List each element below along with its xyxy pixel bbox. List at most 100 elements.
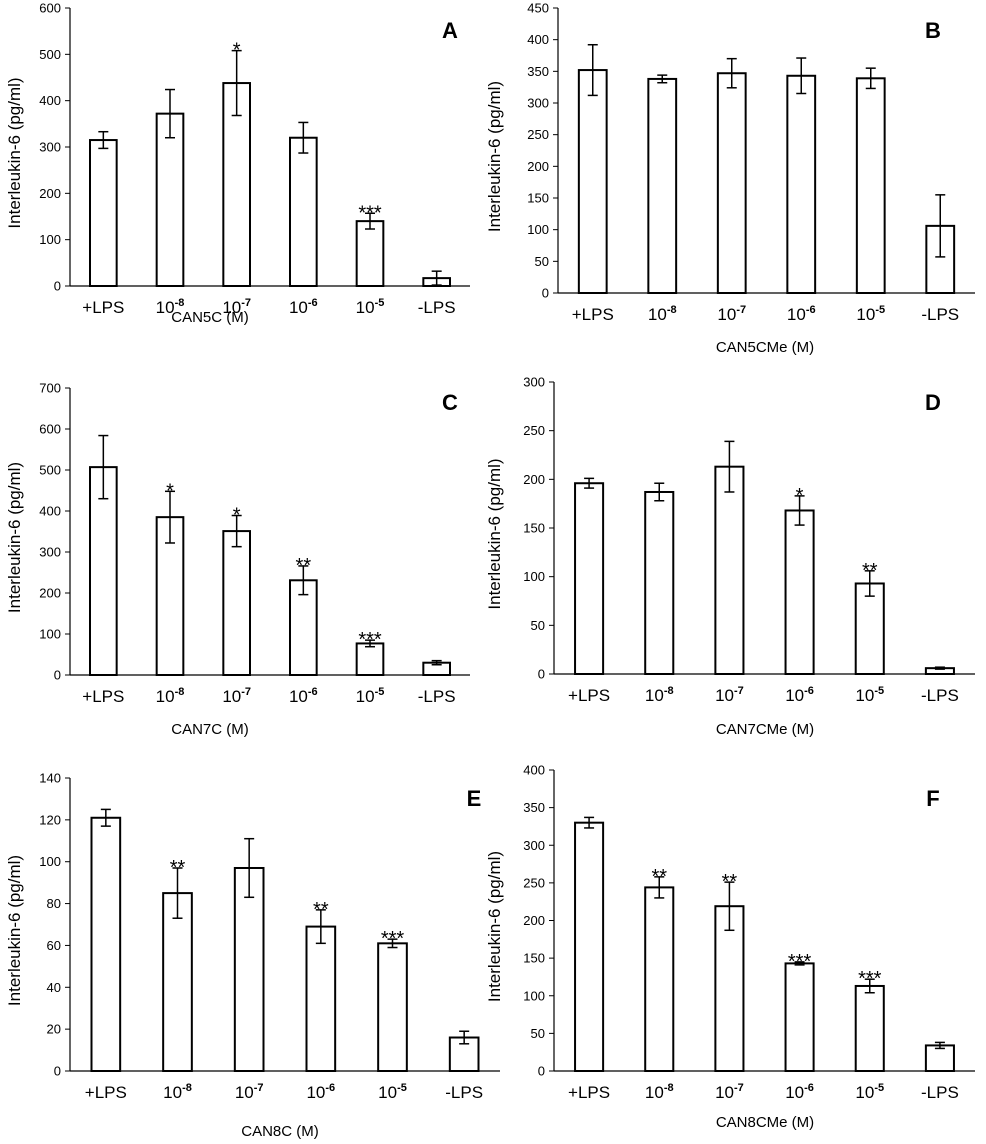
y-axis-label: Interleukin-6 (pg/ml): [5, 855, 24, 1006]
bar: [89, 466, 118, 676]
bar: [155, 112, 185, 287]
x-tick-label: 10-6: [785, 1082, 814, 1102]
y-tick-label: 100: [527, 222, 549, 237]
x-tick-label: 10-6: [787, 304, 816, 324]
x-tick-label: 10-5: [356, 297, 385, 317]
x-axis-label: CAN7CMe (M): [716, 721, 814, 738]
y-tick-label: 100: [39, 854, 61, 869]
y-tick-label: 140: [39, 771, 61, 786]
y-tick-label: 700: [39, 381, 61, 396]
x-tick-label-base: 10: [222, 687, 241, 706]
x-tick-label: +LPS: [568, 686, 610, 705]
bar: [786, 74, 817, 295]
bar: [377, 942, 408, 1072]
x-tick-label: +LPS: [572, 305, 614, 324]
x-tick-label: 10-8: [645, 1082, 674, 1102]
significance-marker: **: [296, 555, 312, 577]
y-tick-label: 600: [39, 1, 61, 16]
x-tick-label: 10-5: [855, 685, 884, 705]
panel-letter: A: [442, 18, 458, 43]
x-tick-label-base: 10: [715, 1083, 734, 1102]
x-tick-label: -LPS: [418, 687, 456, 706]
x-tick-label-exponent: -8: [182, 1082, 192, 1094]
bar: [924, 1044, 955, 1073]
x-tick-label-base: 10: [855, 1083, 874, 1102]
x-tick-label-base: 10: [356, 298, 375, 317]
x-tick-label-base: +LPS: [572, 305, 614, 324]
x-tick-label-base: -LPS: [921, 686, 959, 705]
bar: [854, 984, 885, 1073]
x-tick-label: 10-7: [717, 304, 746, 324]
x-tick-label-exponent: -7: [734, 1082, 744, 1094]
x-tick-label: 10-8: [163, 1082, 192, 1102]
x-tick-label: 10-6: [289, 686, 318, 706]
x-tick-label: 10-6: [785, 685, 814, 705]
bar: [647, 77, 678, 294]
x-tick-label: -LPS: [921, 1083, 959, 1102]
x-tick-label: 10-5: [856, 304, 885, 324]
x-tick-label-exponent: -7: [736, 304, 746, 316]
bar: [714, 905, 745, 1073]
y-tick-label: 80: [47, 896, 61, 911]
y-tick-label: 40: [47, 980, 61, 995]
x-tick-label-exponent: -6: [806, 304, 816, 316]
x-tick-label-exponent: -6: [308, 297, 318, 309]
x-tick-label-exponent: -5: [375, 297, 385, 309]
panel-f: 050100150200250300350400+LPS**10-8**10-7…: [485, 763, 975, 1131]
x-tick-label-base: +LPS: [82, 298, 124, 317]
x-tick-label: 10-8: [648, 304, 677, 324]
x-tick-label: +LPS: [82, 687, 124, 706]
x-tick-label-base: -LPS: [445, 1083, 483, 1102]
panel-letter: F: [926, 786, 939, 811]
x-tick-label: 10-8: [156, 686, 185, 706]
x-tick-label-exponent: -5: [375, 686, 385, 698]
x-tick-label: 10-5: [855, 1082, 884, 1102]
y-tick-label: 0: [538, 667, 545, 682]
x-tick-label-exponent: -8: [175, 297, 185, 309]
x-tick-label: +LPS: [82, 298, 124, 317]
y-tick-label: 150: [523, 951, 545, 966]
x-tick-label: +LPS: [568, 1083, 610, 1102]
y-tick-label: 300: [523, 375, 545, 390]
x-axis-label: CAN5CMe (M): [716, 339, 814, 356]
significance-marker: **: [313, 899, 329, 921]
y-tick-label: 400: [39, 93, 61, 108]
x-tick-label-exponent: -6: [325, 1082, 335, 1094]
y-tick-label: 400: [527, 32, 549, 47]
bar: [854, 582, 885, 675]
x-tick-label-exponent: -7: [241, 686, 251, 698]
bar: [574, 482, 605, 675]
bar: [90, 816, 122, 1072]
x-tick-label-base: +LPS: [85, 1083, 127, 1102]
x-tick-label-base: -LPS: [418, 687, 456, 706]
y-axis-label: Interleukin-6 (pg/ml): [5, 77, 24, 228]
x-tick-label-base: 10: [306, 1083, 325, 1102]
y-tick-label: 200: [527, 159, 549, 174]
y-tick-label: 120: [39, 812, 61, 827]
panel-c: 0100200300400500600700+LPS*10-8*10-7**10…: [5, 381, 470, 738]
x-tick-label: 10-7: [222, 686, 251, 706]
x-tick-label-base: 10: [289, 687, 308, 706]
x-tick-label-base: 10: [645, 1083, 664, 1102]
y-tick-label: 250: [527, 127, 549, 142]
y-tick-label: 450: [527, 1, 549, 16]
x-tick-label-exponent: -6: [804, 1082, 814, 1094]
bar: [233, 866, 265, 1072]
x-tick-label: -LPS: [921, 686, 959, 705]
y-tick-label: 500: [39, 47, 61, 62]
x-tick-label-exponent: -6: [308, 686, 318, 698]
x-tick-label-exponent: -7: [254, 1082, 264, 1094]
x-tick-label-base: 10: [856, 305, 875, 324]
x-tick-label-base: 10: [785, 1083, 804, 1102]
significance-marker: *: [166, 480, 174, 502]
bar: [784, 509, 815, 676]
y-tick-label: 400: [39, 504, 61, 519]
x-tick-label: -LPS: [921, 305, 959, 324]
significance-marker: **: [722, 871, 738, 893]
x-tick-label: 10-7: [222, 297, 251, 317]
x-tick-label: 10-7: [715, 685, 744, 705]
y-tick-label: 300: [39, 545, 61, 560]
